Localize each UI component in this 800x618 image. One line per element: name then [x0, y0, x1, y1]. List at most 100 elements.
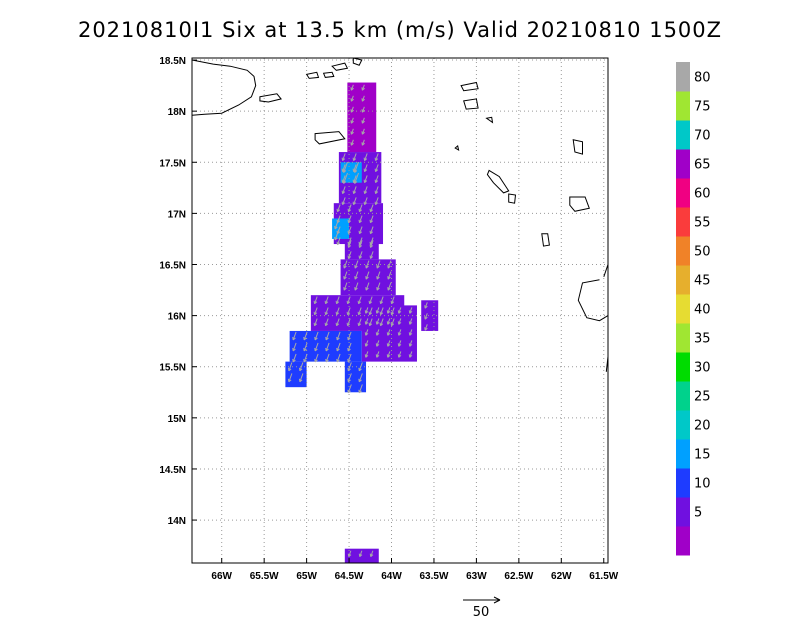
wind-vector [343, 260, 348, 269]
wind-vector [387, 271, 392, 280]
wind-vector [324, 307, 329, 316]
coastline-guadeloupe-bt [577, 279, 608, 322]
wind-vector [397, 340, 402, 347]
wind-vector [368, 318, 373, 327]
colorbar-segment [676, 497, 690, 527]
wind-vector [369, 215, 374, 224]
wind-vector [314, 331, 319, 341]
lat-tick-label: 18.5N [159, 56, 186, 67]
coastline-guadeloupe-gt [603, 264, 608, 277]
wind-vector [364, 351, 369, 358]
wind-vector [390, 296, 395, 305]
wind-vector [357, 318, 362, 327]
wind-vector [379, 296, 384, 305]
wind-vector [386, 318, 391, 325]
lat-tick-label: 16.5N [159, 260, 186, 271]
lon-tick-label: 63W [466, 571, 487, 582]
wind-vector [397, 351, 402, 358]
coastline-saba [454, 144, 460, 152]
wind-vector [408, 351, 413, 358]
wind-vector [347, 550, 352, 558]
wind-vector [358, 226, 363, 235]
wind-vector [352, 153, 357, 161]
lon-tick-label: 65.5W [250, 571, 279, 582]
wind-vector [354, 271, 359, 280]
wind-vector [374, 197, 379, 205]
wind-vector [375, 307, 380, 314]
wind-vector [350, 139, 354, 146]
wind-vector [347, 384, 352, 394]
coastlines [192, 58, 608, 372]
colorbar-label: 50 [694, 245, 711, 260]
plot-frame [191, 57, 609, 564]
wind-vector [325, 353, 330, 363]
wind-vector [343, 282, 348, 291]
wind-vector [386, 351, 391, 358]
wind-vector [336, 353, 341, 363]
wind-vector [343, 271, 348, 280]
wind-vector [363, 153, 368, 161]
wind-vector [336, 331, 341, 341]
colorbar-segment [676, 178, 690, 208]
wind-vector [347, 226, 352, 235]
wind-vector [313, 318, 318, 327]
colorbar-label: 55 [694, 216, 711, 231]
wind-vector [408, 340, 413, 347]
wind-vector [365, 282, 370, 291]
wind-vector [358, 550, 363, 558]
wind-vector [342, 161, 348, 173]
wind-vector [346, 307, 351, 316]
wind-vector [374, 186, 379, 194]
wind-vector [353, 161, 359, 173]
colorbar-segment [676, 468, 690, 498]
wind-vector [363, 186, 368, 194]
colorbar-label: 25 [694, 390, 711, 405]
wind-vector [352, 186, 357, 194]
vector-key-arrowhead [493, 596, 501, 604]
lat-tick-label: 14.5N [159, 465, 186, 476]
wind-vector [346, 296, 351, 305]
wind-vector [352, 197, 357, 205]
wind-vector [424, 313, 428, 320]
wind-vector [375, 340, 380, 347]
wind-vector [336, 237, 341, 246]
colorbar-label: 30 [694, 361, 711, 376]
colorbar-segment [676, 526, 690, 556]
coastline-vieques [259, 93, 282, 103]
wind-vector [365, 260, 370, 269]
lon-tick-label: 64.5W [335, 571, 364, 582]
wind-vector [358, 384, 363, 394]
wind-vector [424, 324, 428, 331]
wind-vector [292, 331, 297, 341]
wind-vector [364, 307, 369, 314]
wind-vector [303, 342, 308, 352]
coastline-anguilla [460, 81, 479, 92]
wind-cell [344, 361, 367, 393]
colorbar-segment [676, 120, 690, 150]
wind-vector [363, 175, 368, 183]
wind-vector [390, 318, 395, 327]
wind-vector [390, 307, 395, 316]
wind-vector [368, 307, 373, 316]
wind-vector [314, 353, 319, 363]
wind-vector [303, 331, 308, 341]
wind-vector [369, 204, 374, 213]
wind-vector [358, 215, 363, 224]
wind-vector [347, 251, 352, 259]
lat-tick-label: 15N [168, 414, 186, 425]
wind-vector [369, 226, 374, 235]
wind-vector [354, 260, 359, 269]
colorbar-label: 40 [694, 303, 711, 318]
wind-vector [361, 128, 365, 135]
colorbar-label: 10 [694, 477, 711, 492]
colorbar-label: 45 [694, 274, 711, 289]
coastline-nevis [508, 193, 517, 204]
coastline-antigua [569, 196, 590, 212]
wind-vector [336, 342, 341, 352]
wind-vector [397, 329, 402, 336]
colorbar-segment [676, 381, 690, 411]
plot-title: 20210810I1 Six at 13.5 km (m/s) Valid 20… [77, 18, 723, 42]
wind-vector [334, 228, 340, 241]
wind-vector [369, 240, 374, 248]
